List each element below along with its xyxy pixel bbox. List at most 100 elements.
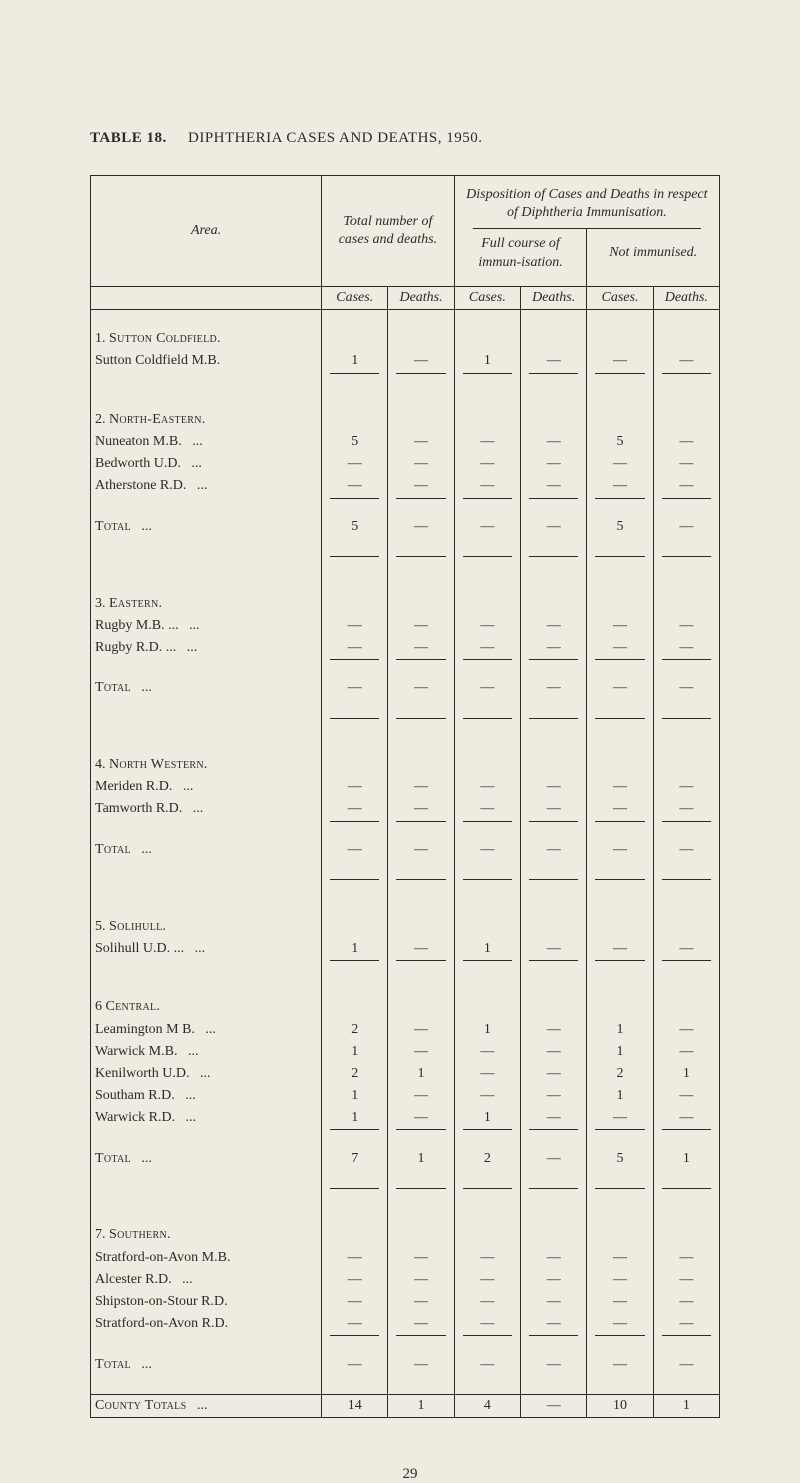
cell: — xyxy=(322,776,388,798)
cell: — xyxy=(653,475,719,497)
cell: — xyxy=(653,350,719,372)
cell: — xyxy=(388,615,454,637)
cell: — xyxy=(322,1313,388,1335)
cell: — xyxy=(587,350,653,372)
section-row: 1. Sutton Coldfield. xyxy=(91,328,720,350)
cell: — xyxy=(388,1354,454,1376)
cell: — xyxy=(388,637,454,659)
section-label: 4. North Western. xyxy=(91,754,322,776)
header-total: Total number of cases and deaths. xyxy=(322,176,455,287)
header-row-4: Cases. Deaths. Cases. Deaths. Cases. Dea… xyxy=(91,286,720,309)
cell: — xyxy=(587,453,653,475)
section-label: 7. Southern. xyxy=(91,1224,322,1246)
cell: — xyxy=(454,453,520,475)
row-label: Warwick R.D. ... xyxy=(91,1107,322,1129)
cell: 1 xyxy=(322,938,388,960)
cell: — xyxy=(454,798,520,820)
cell: 1 xyxy=(322,1085,388,1107)
data-row: Atherstone R.D. ...—————— xyxy=(91,475,720,497)
cell: — xyxy=(521,615,587,637)
cell: — xyxy=(454,1041,520,1063)
page-number: 29 xyxy=(90,1466,730,1483)
data-row: Nuneaton M.B. ...5———5— xyxy=(91,431,720,453)
cell: 4 xyxy=(454,1395,520,1418)
cell: 1 xyxy=(322,1041,388,1063)
cell: — xyxy=(587,1291,653,1313)
hdr-cases-2: Cases. xyxy=(454,286,520,309)
cell: 14 xyxy=(322,1395,388,1418)
header-not-immunised: Not immunised. xyxy=(587,229,720,286)
hdr-deaths-3: Deaths. xyxy=(653,286,719,309)
cell: — xyxy=(388,798,454,820)
cell: — xyxy=(521,1395,587,1418)
cell: — xyxy=(587,1313,653,1335)
cell: — xyxy=(653,453,719,475)
cell: — xyxy=(388,516,454,538)
cell: — xyxy=(653,637,719,659)
cell: — xyxy=(388,677,454,699)
cell: — xyxy=(454,677,520,699)
row-label: Meriden R.D. ... xyxy=(91,776,322,798)
cell: 1 xyxy=(388,1063,454,1085)
cell: 1 xyxy=(587,1041,653,1063)
cell: — xyxy=(587,1107,653,1129)
cell: 2 xyxy=(454,1148,520,1170)
data-row: Alcester R.D. ...—————— xyxy=(91,1269,720,1291)
data-row: Bedworth U.D. ...—————— xyxy=(91,453,720,475)
cell: — xyxy=(653,1085,719,1107)
cell: — xyxy=(322,677,388,699)
cell: — xyxy=(454,431,520,453)
hdr-cases-1: Cases. xyxy=(322,286,388,309)
cell: — xyxy=(521,1313,587,1335)
data-row: Rugby M.B. ... ...—————— xyxy=(91,615,720,637)
page: TABLE 18. DIPHTHERIA CASES AND DEATHS, 1… xyxy=(0,0,800,1472)
total-row: Total ...—————— xyxy=(91,839,720,861)
cell: — xyxy=(454,516,520,538)
cell: — xyxy=(521,1291,587,1313)
cell: — xyxy=(521,1107,587,1129)
cell: 1 xyxy=(587,1085,653,1107)
cell: — xyxy=(587,475,653,497)
cell: 5 xyxy=(587,431,653,453)
cell: — xyxy=(388,776,454,798)
cell: — xyxy=(388,1019,454,1041)
cell: — xyxy=(653,516,719,538)
row-label: Atherstone R.D. ... xyxy=(91,475,322,497)
section-label: 1. Sutton Coldfield. xyxy=(91,328,322,350)
cell: — xyxy=(388,350,454,372)
cell: — xyxy=(587,938,653,960)
header-disposition: Disposition of Cases and Deaths in respe… xyxy=(454,176,719,229)
data-row: Southam R.D. ...1———1— xyxy=(91,1085,720,1107)
row-label: County Totals ... xyxy=(91,1395,322,1418)
cell: — xyxy=(653,776,719,798)
cell: — xyxy=(454,839,520,861)
row-label: Kenilworth U.D. ... xyxy=(91,1063,322,1085)
data-row: Shipston-on-Stour R.D.—————— xyxy=(91,1291,720,1313)
cell: 2 xyxy=(587,1063,653,1085)
row-label: Rugby M.B. ... ... xyxy=(91,615,322,637)
total-row: Total ...—————— xyxy=(91,1354,720,1376)
cell: 1 xyxy=(653,1063,719,1085)
cell: — xyxy=(388,1041,454,1063)
cell: — xyxy=(587,637,653,659)
cell: — xyxy=(454,475,520,497)
cell: — xyxy=(653,615,719,637)
cell: — xyxy=(388,938,454,960)
row-label: Alcester R.D. ... xyxy=(91,1269,322,1291)
row-label: Stratford-on-Avon M.B. xyxy=(91,1247,322,1269)
cell: — xyxy=(521,677,587,699)
cell: — xyxy=(322,615,388,637)
cell: 1 xyxy=(454,1107,520,1129)
cell: 7 xyxy=(322,1148,388,1170)
total-row: Total ...712—51 xyxy=(91,1148,720,1170)
data-row: Tamworth R.D. ...—————— xyxy=(91,798,720,820)
data-row: Meriden R.D. ...—————— xyxy=(91,776,720,798)
cell: — xyxy=(521,431,587,453)
cell: — xyxy=(653,431,719,453)
cell: 1 xyxy=(454,938,520,960)
grand-total-row: County Totals ...1414—101 xyxy=(91,1395,720,1418)
total-row: Total ...—————— xyxy=(91,677,720,699)
cell: — xyxy=(587,798,653,820)
cell: — xyxy=(454,1063,520,1085)
cell: 1 xyxy=(388,1148,454,1170)
